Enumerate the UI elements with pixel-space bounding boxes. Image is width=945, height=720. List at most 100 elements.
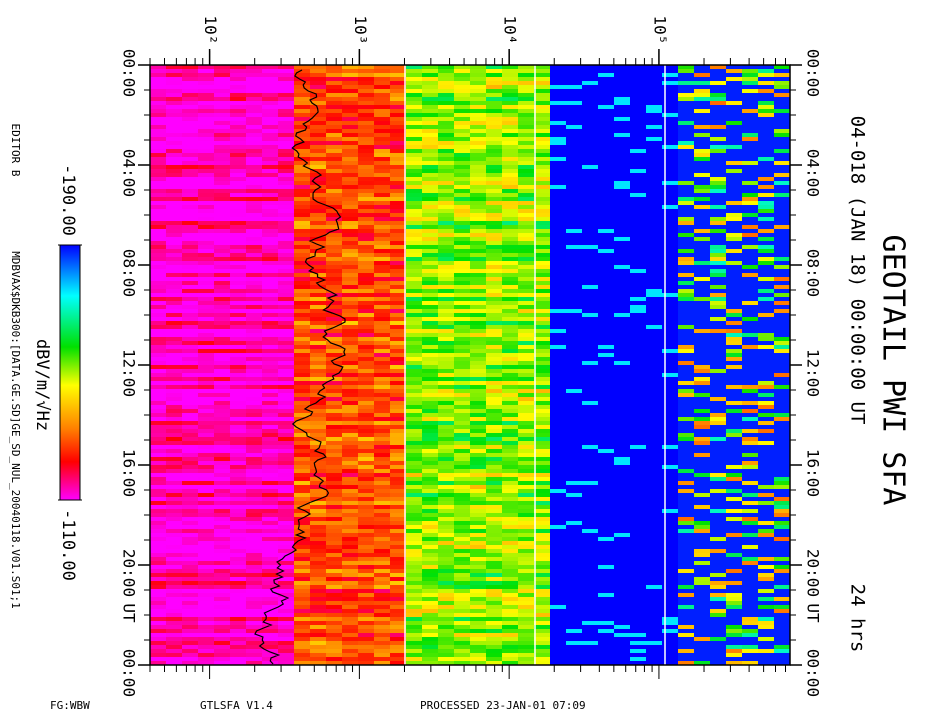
spectrogram-cell xyxy=(230,189,247,194)
spectrogram-cell xyxy=(326,541,343,546)
spectrogram-cell xyxy=(630,477,647,482)
spectrogram-cell xyxy=(150,145,167,150)
spectrogram-cell xyxy=(630,461,647,466)
spectrogram-cell xyxy=(246,141,263,146)
spectrogram-cell xyxy=(454,205,471,210)
spectrogram-cell xyxy=(758,521,775,526)
spectrogram-cell xyxy=(502,153,519,158)
spectrogram-cell xyxy=(710,409,727,414)
spectrogram-cell xyxy=(406,377,423,382)
spectrogram-cell xyxy=(534,65,551,70)
spectrogram-cell xyxy=(710,109,727,114)
spectrogram-cell xyxy=(742,185,759,190)
spectrogram-cell xyxy=(278,157,295,162)
spectrogram-cell xyxy=(694,417,711,422)
spectrogram-cell xyxy=(518,497,535,502)
spectrogram-cell xyxy=(166,361,183,366)
spectrogram-cell xyxy=(454,249,471,254)
spectrogram-cell xyxy=(662,89,679,94)
spectrogram-cell xyxy=(246,197,263,202)
spectrogram-cell xyxy=(630,425,647,430)
spectrogram-cell xyxy=(278,333,295,338)
spectrogram-cell xyxy=(454,213,471,218)
spectrogram-cell xyxy=(470,217,487,222)
spectrogram-cell xyxy=(230,437,247,442)
spectrogram-cell xyxy=(598,393,615,398)
spectrogram-cell xyxy=(758,369,775,374)
spectrogram-cell xyxy=(550,409,567,414)
spectrogram-cell xyxy=(454,281,471,286)
spectrogram-cell xyxy=(454,341,471,346)
spectrogram-cell xyxy=(646,105,663,110)
spectrogram-cell xyxy=(534,509,551,514)
spectrogram-cell xyxy=(358,417,375,422)
spectrogram-cell xyxy=(566,501,583,506)
spectrogram-cell xyxy=(486,73,503,78)
spectrogram-cell xyxy=(454,545,471,550)
spectrogram-cell xyxy=(310,417,327,422)
spectrogram-cell xyxy=(598,417,615,422)
spectrogram-cell xyxy=(470,325,487,330)
spectrogram-cell xyxy=(214,341,231,346)
spectrogram-cell xyxy=(390,501,407,506)
spectrogram-cell xyxy=(534,117,551,122)
spectrogram-cell xyxy=(550,365,567,370)
spectrogram-cell xyxy=(630,529,647,534)
spectrogram-cell xyxy=(310,257,327,262)
spectrogram-cell xyxy=(534,289,551,294)
spectrogram-cell xyxy=(278,257,295,262)
spectrogram-cell xyxy=(310,397,327,402)
spectrogram-cell xyxy=(438,541,455,546)
spectrogram-cell xyxy=(406,461,423,466)
spectrogram-cell xyxy=(710,393,727,398)
spectrogram-cell xyxy=(182,401,199,406)
spectrogram-cell xyxy=(166,73,183,78)
spectrogram-cell xyxy=(662,489,679,494)
spectrogram-cell xyxy=(662,109,679,114)
spectrogram-cell xyxy=(582,365,599,370)
spectrogram-cell xyxy=(374,445,391,450)
spectrogram-cell xyxy=(630,433,647,438)
spectrogram-cell xyxy=(358,213,375,218)
spectrogram-cell xyxy=(774,133,791,138)
spectrogram-cell xyxy=(246,509,263,514)
spectrogram-cell xyxy=(502,361,519,366)
spectrogram-cell xyxy=(614,541,631,546)
spectrogram-cell xyxy=(166,385,183,390)
spectrogram-cell xyxy=(390,493,407,498)
spectrogram-cell xyxy=(278,89,295,94)
spectrogram-cell xyxy=(342,525,359,530)
spectrogram-cell xyxy=(406,297,423,302)
spectrogram-cell xyxy=(502,385,519,390)
spectrogram-cell xyxy=(566,129,583,134)
spectrogram-cell xyxy=(486,193,503,198)
spectrogram-cell xyxy=(518,81,535,86)
spectrogram-cell xyxy=(566,101,583,106)
spectrogram-cell xyxy=(438,281,455,286)
spectrogram-cell xyxy=(390,209,407,214)
spectrogram-cell xyxy=(694,97,711,102)
spectrogram-cell xyxy=(678,261,695,266)
spectrogram-cell xyxy=(662,461,679,466)
spectrogram-cell xyxy=(710,177,727,182)
spectrogram-cell xyxy=(486,229,503,234)
spectrogram-cell xyxy=(422,385,439,390)
spectrogram-cell xyxy=(502,441,519,446)
spectrogram-cell xyxy=(678,273,695,278)
spectrogram-cell xyxy=(630,153,647,158)
spectrogram-cell xyxy=(630,81,647,86)
spectrogram-cell xyxy=(646,141,663,146)
spectrogram-cell xyxy=(758,141,775,146)
spectrogram-cell xyxy=(230,493,247,498)
spectrogram-cell xyxy=(358,245,375,250)
spectrogram-cell xyxy=(598,221,615,226)
spectrogram-cell xyxy=(150,333,167,338)
spectrogram-cell xyxy=(326,113,343,118)
spectrogram-cell xyxy=(710,509,727,514)
spectrogram-cell xyxy=(678,245,695,250)
spectrogram-cell xyxy=(518,505,535,510)
spectrogram-cell xyxy=(566,229,583,234)
spectrogram-cell xyxy=(566,189,583,194)
spectrogram-cell xyxy=(438,225,455,230)
spectrogram-cell xyxy=(646,73,663,78)
